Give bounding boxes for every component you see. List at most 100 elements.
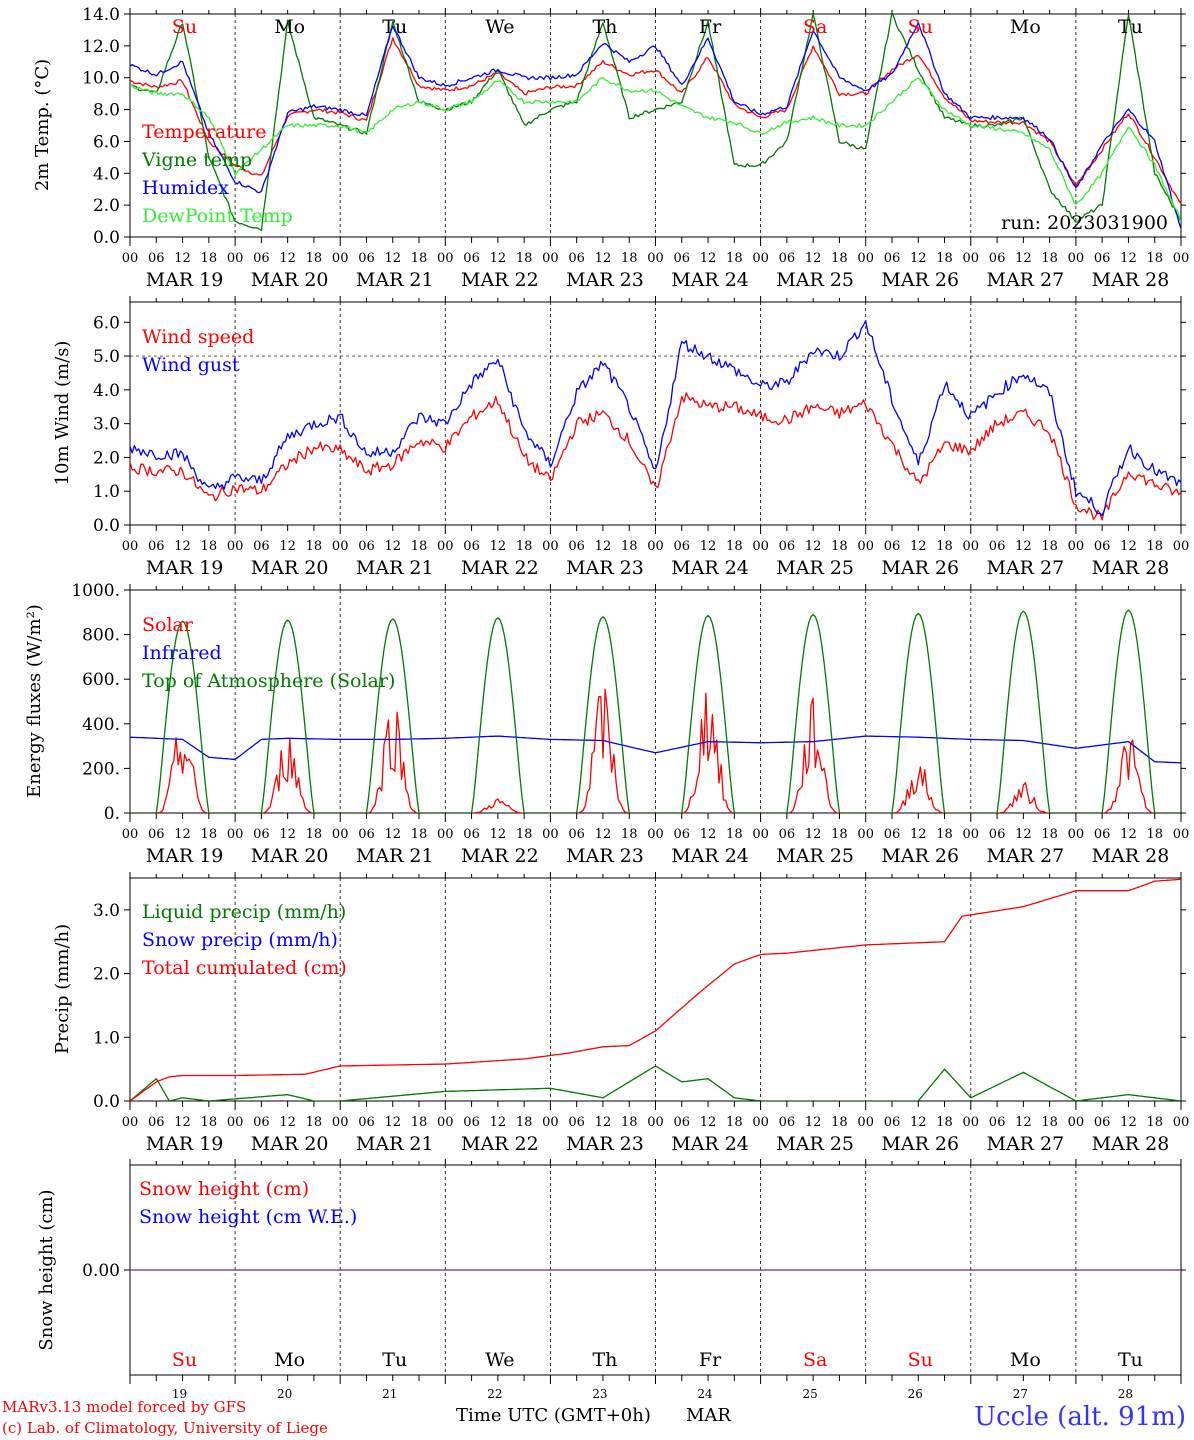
x-hour-label: 00	[332, 1115, 349, 1130]
x-date-label: MAR 20	[251, 269, 329, 291]
x-date-label: MAR 25	[776, 845, 854, 867]
x-hour-label: 12	[174, 539, 191, 554]
y-tick-label: 1.0	[93, 1028, 120, 1048]
x-hour-label: 06	[568, 539, 585, 554]
y-tick-label: 2.0	[93, 448, 120, 468]
y-tick-label: 200.	[82, 759, 120, 779]
x-hour-label: 12	[595, 539, 612, 554]
x-hour-label: 12	[700, 1115, 717, 1130]
legend-entry: Liquid precip (mm/h)	[142, 901, 346, 923]
series-line	[130, 21, 1181, 229]
panel-1: 0.0 2.0 4.0 6.0 8.0 10.0 12.0 14.0 00 06 12 18 00 06 1…	[32, 5, 1189, 291]
y-tick-label: 5.0	[93, 347, 120, 367]
x-hour-label: 06	[1094, 251, 1111, 266]
x-hour-label: 06	[674, 251, 691, 266]
x-date-label: MAR 22	[461, 845, 539, 867]
x-hour-label: 18	[936, 251, 953, 266]
weekday-label: Su	[172, 16, 197, 38]
x-hour-label: 00	[752, 827, 769, 842]
weekday-label: Su	[172, 1349, 197, 1371]
x-hour-label: 18	[516, 251, 533, 266]
x-date-label: MAR 20	[251, 1133, 329, 1155]
x-hour-label: 06	[358, 1115, 375, 1130]
x-hour-label: 06	[358, 539, 375, 554]
x-date-label: MAR 23	[566, 557, 644, 579]
x-hour-label: 06	[358, 827, 375, 842]
x-hour-label: 06	[148, 251, 165, 266]
x-hour-label: 18	[1146, 251, 1163, 266]
x-hour-label: 18	[831, 539, 848, 554]
legend-entry: Wind speed	[142, 326, 254, 348]
x-date-label: MAR 19	[146, 845, 224, 867]
day-number-label: 23	[592, 1387, 607, 1401]
x-hour-label: 06	[1094, 827, 1111, 842]
series-line	[130, 392, 1181, 521]
x-hour-label: 00	[857, 251, 874, 266]
plot-area	[130, 14, 1181, 232]
x-hour-label: 12	[384, 539, 401, 554]
x-hour-label: 00	[437, 1115, 454, 1130]
day-number-label: 20	[277, 1387, 292, 1401]
weekday-label: Fr	[699, 16, 722, 38]
x-date-label: MAR 21	[356, 1133, 434, 1155]
x-hour-label: 00	[752, 539, 769, 554]
x-hour-label: 06	[674, 827, 691, 842]
x-hour-label: 18	[1146, 1115, 1163, 1130]
x-date-label: MAR 26	[881, 1133, 959, 1155]
x-hour-label: 18	[1041, 539, 1058, 554]
x-hour-label: 00	[1173, 539, 1190, 554]
x-hour-label: 00	[122, 1115, 139, 1130]
series-line	[130, 320, 1181, 517]
x-hour-label: 12	[805, 251, 822, 266]
y-tick-label: 6.0	[93, 132, 120, 152]
x-hour-label: 00	[1173, 827, 1190, 842]
x-hour-label: 06	[463, 827, 480, 842]
legend-entry: Snow height (cm W.E.)	[139, 1206, 357, 1228]
x-hour-label: 18	[621, 827, 638, 842]
x-hour-label: 12	[490, 251, 507, 266]
x-hour-label: 18	[201, 251, 218, 266]
x-hour-label: 00	[752, 251, 769, 266]
y-tick-label: 0.0	[93, 516, 120, 536]
x-hour-label: 06	[1094, 1115, 1111, 1130]
y-tick-label: 12.0	[82, 37, 120, 57]
x-hour-label: 06	[989, 1115, 1006, 1130]
y-tick-label: 2.0	[93, 965, 120, 985]
x-hour-label: 18	[621, 539, 638, 554]
x-hour-label: 06	[884, 251, 901, 266]
x-hour-label: 06	[884, 539, 901, 554]
x-hour-label: 18	[936, 1115, 953, 1130]
x-hour-label: 18	[936, 827, 953, 842]
x-hour-label: 12	[910, 1115, 927, 1130]
legend-entry: Total cumulated (cm)	[142, 957, 347, 979]
x-hour-label: 12	[1120, 251, 1137, 266]
x-hour-label: 18	[726, 539, 743, 554]
x-hour-label: 12	[595, 1115, 612, 1130]
x-hour-label: 06	[989, 539, 1006, 554]
plot-area	[130, 609, 1181, 813]
legend-entry: DewPoint Temp	[142, 205, 293, 227]
day-number-label: 19	[172, 1387, 187, 1401]
x-hour-label: 00	[332, 827, 349, 842]
x-hour-label: 00	[227, 827, 244, 842]
panel-4: 0.0 1.0 2.0 3.0 00 06 12 18 00 06 12 18 00 06 12 18 00 06…	[52, 872, 1189, 1155]
x-hour-label: 06	[568, 827, 585, 842]
day-number-label: 28	[1118, 1387, 1133, 1401]
x-hour-label: 06	[148, 539, 165, 554]
x-date-label: MAR 21	[356, 845, 434, 867]
x-hour-label: 12	[700, 539, 717, 554]
x-hour-label: 12	[1120, 539, 1137, 554]
x-hour-label: 18	[831, 1115, 848, 1130]
x-hour-label: 12	[174, 827, 191, 842]
x-hour-label: 06	[779, 251, 796, 266]
day-number-label: 26	[908, 1387, 923, 1401]
x-hour-label: 12	[384, 1115, 401, 1130]
x-hour-label: 12	[490, 827, 507, 842]
x-date-label: MAR 19	[146, 1133, 224, 1155]
x-hour-label: 18	[201, 827, 218, 842]
x-hour-label: 18	[201, 539, 218, 554]
x-hour-label: 00	[542, 251, 559, 266]
y-tick-label: 14.0	[82, 5, 120, 25]
x-date-label: MAR 22	[461, 269, 539, 291]
weekday-label: Mo	[274, 1349, 305, 1371]
